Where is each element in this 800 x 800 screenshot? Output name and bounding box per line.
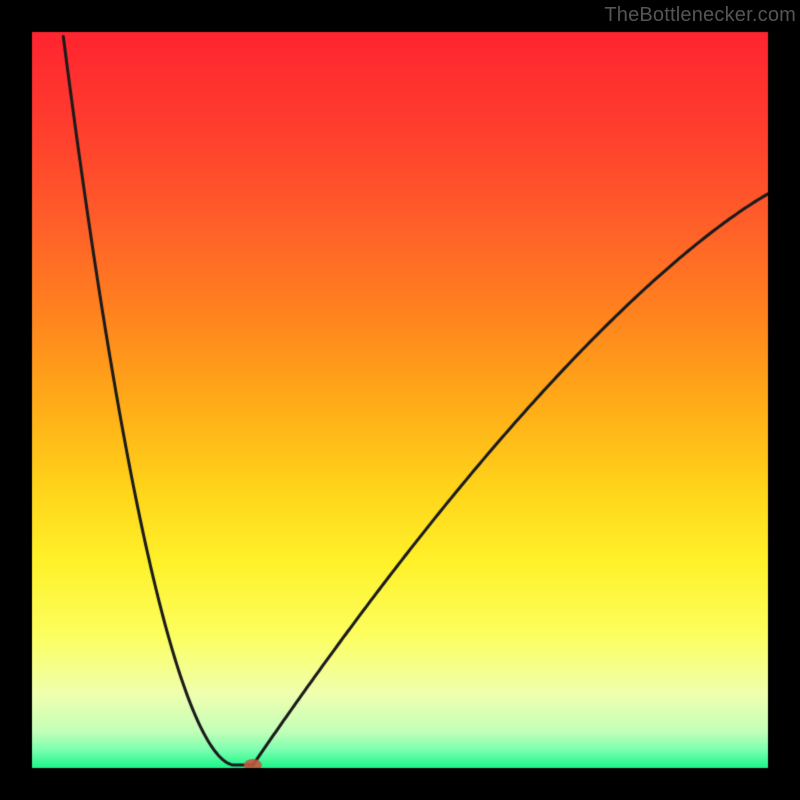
bottleneck-chart — [0, 0, 800, 800]
chart-container: TheBottlenecker.com — [0, 0, 800, 800]
watermark-text: TheBottlenecker.com — [604, 4, 796, 27]
